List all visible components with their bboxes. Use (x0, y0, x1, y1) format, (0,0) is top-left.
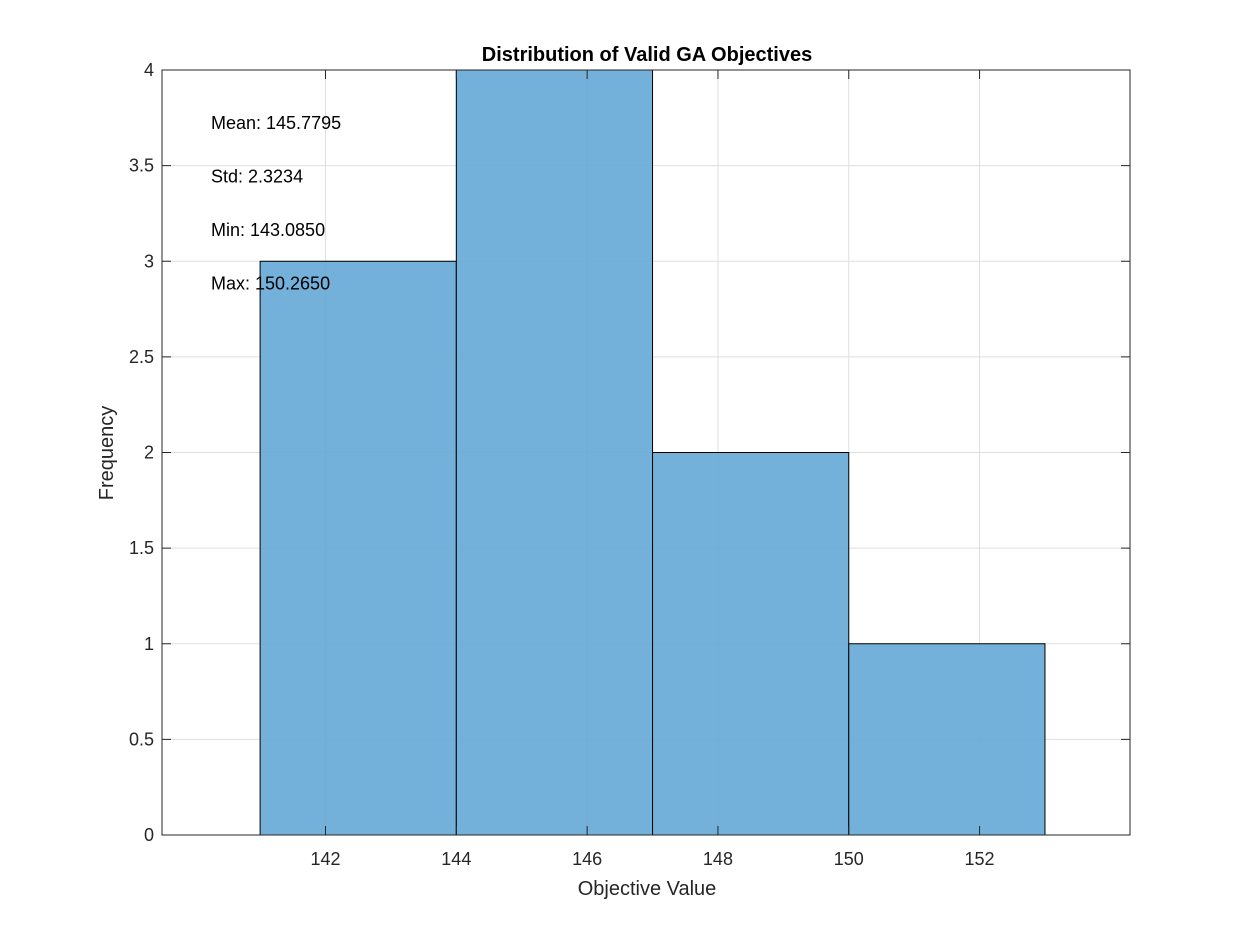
stat-annotation: Std: 2.3234 (211, 167, 303, 187)
y-tick-label: 0 (144, 825, 154, 845)
chart-title: Distribution of Valid GA Objectives (482, 44, 812, 66)
y-tick-label: 2.5 (129, 347, 154, 367)
histogram-bars (259, 69, 1046, 836)
x-tick-label: 144 (441, 849, 471, 869)
x-tick-label: 148 (703, 849, 733, 869)
y-tick-label: 3.5 (129, 156, 154, 176)
x-tick-label: 142 (310, 849, 340, 869)
y-axis-label: Frequency (96, 406, 118, 501)
y-tick-label: 3 (144, 251, 154, 271)
histogram-bar (259, 260, 457, 836)
x-tick-label: 150 (834, 849, 864, 869)
y-tick-label: 1.5 (129, 538, 154, 558)
x-axis-label: Objective Value (578, 878, 717, 900)
x-tick-label: 152 (965, 849, 995, 869)
histogram-bar (848, 643, 1046, 836)
histogram-bar (652, 452, 850, 836)
y-tick-label: 1 (144, 634, 154, 654)
histogram-bar (455, 69, 654, 836)
stats-annotations: Mean: 145.7795 Std: 2.3234 Min: 143.0850 Ma… (211, 113, 341, 294)
tick-marks (162, 69, 1130, 836)
y-tick-label: 4 (144, 60, 154, 80)
y-tick-label: 2 (144, 443, 154, 463)
stat-annotation: Max: 150.2650 (211, 274, 330, 294)
x-tick-label: 146 (572, 849, 602, 869)
y-tick-label: 0.5 (129, 729, 154, 749)
x-tick-labels: 142 144 146 148 150 152 (310, 849, 994, 869)
stat-annotation: Min: 143.0850 (211, 220, 325, 240)
stat-annotation: Mean: 145.7795 (211, 113, 341, 133)
y-tick-labels: 0 0.5 1 1.5 2 2.5 3 3.5 4 (129, 60, 154, 845)
